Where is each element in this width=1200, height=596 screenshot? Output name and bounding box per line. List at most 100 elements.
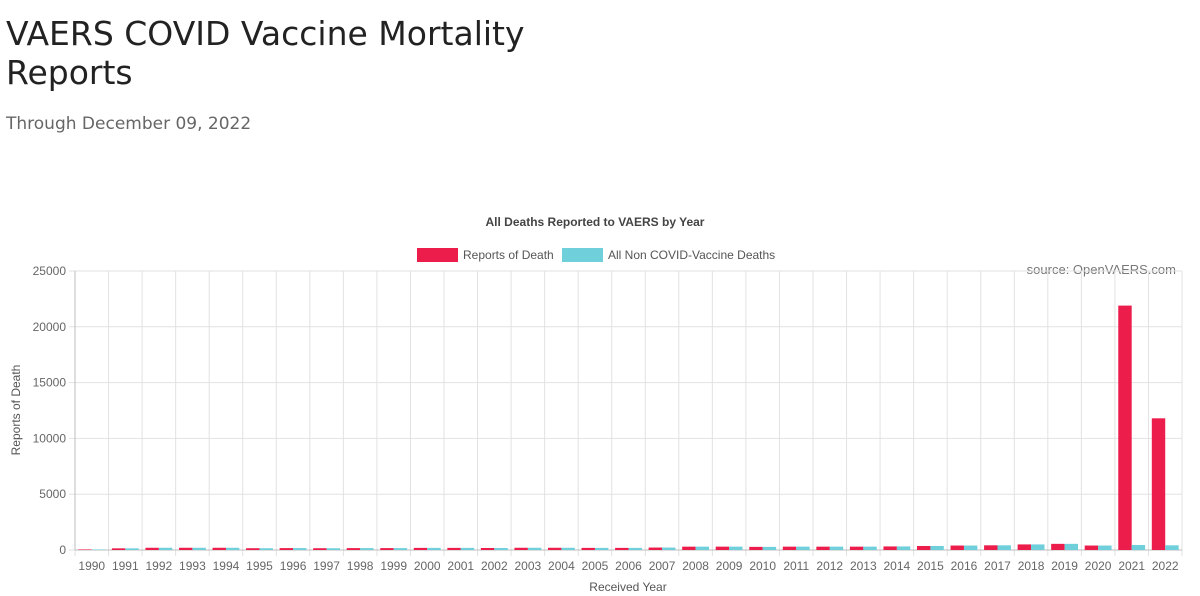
bar-non-covid-deaths-1997[interactable] bbox=[326, 548, 341, 550]
bar-reports-of-death-2007[interactable] bbox=[648, 547, 663, 550]
legend-swatch-non-covid-deaths[interactable] bbox=[562, 248, 603, 262]
bar-reports-of-death-2022[interactable] bbox=[1151, 418, 1166, 550]
bar-non-covid-deaths-1991[interactable] bbox=[125, 548, 139, 550]
bar-non-covid-deaths-1998[interactable] bbox=[360, 548, 374, 550]
bar-reports-of-death-2016[interactable] bbox=[950, 545, 964, 550]
bar-non-covid-deaths-2016[interactable] bbox=[963, 545, 978, 550]
x-tick-label: 2005 bbox=[582, 559, 609, 573]
x-tick-label: 1992 bbox=[146, 559, 173, 573]
x-axis-ticks: 1990 1991 1992 1993 1994 1995 1996 1997 1998 1999… bbox=[78, 559, 1178, 573]
bar-non-covid-deaths-2019[interactable] bbox=[1064, 543, 1079, 550]
bar-non-covid-deaths-2004[interactable] bbox=[561, 547, 575, 550]
bar-non-covid-deaths-1994[interactable] bbox=[225, 547, 240, 550]
bar-reports-of-death-1995[interactable] bbox=[246, 548, 260, 550]
x-tick-label: 2016 bbox=[951, 559, 978, 573]
bar-reports-of-death-2015[interactable] bbox=[916, 545, 931, 550]
bar-reports-of-death-2001[interactable] bbox=[447, 547, 461, 550]
bar-reports-of-death-1991[interactable] bbox=[111, 548, 126, 550]
x-axis-label: Received Year bbox=[589, 580, 666, 594]
x-tick-label: 1990 bbox=[78, 559, 105, 573]
x-tick-label: 1994 bbox=[213, 559, 240, 573]
bar-reports-of-death-1998[interactable] bbox=[346, 548, 361, 550]
x-tick-label: 2014 bbox=[884, 559, 911, 573]
x-tick-label: 1999 bbox=[380, 559, 407, 573]
bar-reports-of-death-2010[interactable] bbox=[749, 546, 763, 550]
bar-reports-of-death-2011[interactable] bbox=[782, 546, 797, 550]
y-tick-label: 10000 bbox=[33, 431, 67, 445]
bar-reports-of-death-1993[interactable] bbox=[178, 547, 193, 550]
x-tick-label: 1991 bbox=[112, 559, 139, 573]
bar-reports-of-death-2019[interactable] bbox=[1051, 543, 1065, 550]
bar-non-covid-deaths-2009[interactable] bbox=[729, 546, 743, 550]
bar-non-covid-deaths-2010[interactable] bbox=[762, 546, 777, 550]
bar-reports-of-death-1994[interactable] bbox=[212, 547, 226, 550]
bar-reports-of-death-2003[interactable] bbox=[514, 547, 528, 550]
bar-reports-of-death-2020[interactable] bbox=[1084, 545, 1099, 550]
bar-non-covid-deaths-2017[interactable] bbox=[997, 545, 1011, 550]
bar-reports-of-death-1990[interactable] bbox=[78, 549, 92, 550]
bar-non-covid-deaths-2018[interactable] bbox=[1031, 544, 1045, 550]
x-tick-label: 1997 bbox=[313, 559, 340, 573]
x-tick-label: 2008 bbox=[682, 559, 709, 573]
bar-non-covid-deaths-2001[interactable] bbox=[460, 547, 475, 550]
bar-non-covid-deaths-1996[interactable] bbox=[293, 548, 307, 550]
bar-reports-of-death-2006[interactable] bbox=[615, 547, 629, 550]
x-tick-label: 2000 bbox=[414, 559, 441, 573]
bar-non-covid-deaths-2003[interactable] bbox=[527, 547, 542, 550]
x-tick-label: 2013 bbox=[850, 559, 877, 573]
bar-reports-of-death-1997[interactable] bbox=[313, 548, 327, 550]
bar-non-covid-deaths-2013[interactable] bbox=[863, 546, 877, 550]
bar-non-covid-deaths-2006[interactable] bbox=[628, 547, 642, 550]
bar-non-covid-deaths-2000[interactable] bbox=[427, 547, 441, 550]
bar-reports-of-death-2012[interactable] bbox=[816, 546, 830, 550]
x-tick-label: 2012 bbox=[816, 559, 843, 573]
bar-reports-of-death-2002[interactable] bbox=[480, 547, 495, 550]
bar-non-covid-deaths-2022[interactable] bbox=[1165, 545, 1179, 550]
x-tick-label: 2002 bbox=[481, 559, 508, 573]
bar-non-covid-deaths-2021[interactable] bbox=[1131, 544, 1146, 550]
y-axis-label: Reports of Death bbox=[9, 365, 23, 456]
bar-reports-of-death-1999[interactable] bbox=[380, 548, 394, 550]
y-axis-ticks: 0 5000 10000 15000 20000 25000 bbox=[33, 264, 67, 557]
bar-non-covid-deaths-2008[interactable] bbox=[695, 546, 710, 550]
x-tick-label: 1995 bbox=[246, 559, 273, 573]
bar-non-covid-deaths-2020[interactable] bbox=[1098, 545, 1112, 550]
bar-non-covid-deaths-2012[interactable] bbox=[829, 546, 844, 550]
bar-non-covid-deaths-2014[interactable] bbox=[896, 546, 911, 550]
bar-non-covid-deaths-2002[interactable] bbox=[494, 547, 508, 550]
bar-non-covid-deaths-1999[interactable] bbox=[393, 548, 408, 550]
bar-reports-of-death-2021[interactable] bbox=[1118, 305, 1132, 550]
bar-reports-of-death-2017[interactable] bbox=[984, 545, 998, 550]
page-subtitle: Through December 09, 2022 bbox=[6, 114, 252, 134]
legend-label-non-covid-deaths[interactable]: All Non COVID-Vaccine Deaths bbox=[608, 248, 775, 262]
bar-reports-of-death-2009[interactable] bbox=[715, 546, 730, 550]
bar-reports-of-death-2004[interactable] bbox=[547, 547, 562, 550]
x-tick-label: 2019 bbox=[1051, 559, 1078, 573]
gridlines bbox=[69, 270, 1183, 556]
bar-reports-of-death-2014[interactable] bbox=[883, 546, 897, 550]
bar-non-covid-deaths-2005[interactable] bbox=[594, 547, 609, 550]
bar-reports-of-death-2000[interactable] bbox=[413, 547, 428, 550]
bar-reports-of-death-2005[interactable] bbox=[581, 547, 595, 550]
bar-reports-of-death-2018[interactable] bbox=[1017, 544, 1032, 550]
x-tick-label: 2009 bbox=[716, 559, 743, 573]
x-tick-label: 2022 bbox=[1152, 559, 1179, 573]
bar-non-covid-deaths-1993[interactable] bbox=[192, 547, 206, 550]
bar-non-covid-deaths-1995[interactable] bbox=[259, 548, 273, 550]
source-annotation: source: OpenVAERS.com bbox=[1027, 262, 1176, 277]
legend-label-reports-of-death[interactable]: Reports of Death bbox=[463, 248, 554, 262]
bar-reports-of-death-2008[interactable] bbox=[682, 546, 696, 550]
legend-swatch-reports-of-death[interactable] bbox=[417, 248, 458, 262]
bar-non-covid-deaths-2011[interactable] bbox=[796, 546, 810, 550]
page-title: VAERS COVID Vaccine Mortality Reports bbox=[6, 14, 525, 92]
bar-non-covid-deaths-2007[interactable] bbox=[662, 547, 676, 550]
bar-reports-of-death-2013[interactable] bbox=[849, 546, 864, 550]
bar-non-covid-deaths-1990[interactable] bbox=[91, 549, 106, 550]
x-tick-label: 2011 bbox=[783, 559, 809, 573]
bar-reports-of-death-1996[interactable] bbox=[279, 548, 294, 550]
bar-reports-of-death-1992[interactable] bbox=[145, 547, 159, 550]
bar-non-covid-deaths-1992[interactable] bbox=[158, 547, 173, 550]
x-tick-label: 1998 bbox=[347, 559, 374, 573]
bar-non-covid-deaths-2015[interactable] bbox=[930, 545, 944, 550]
